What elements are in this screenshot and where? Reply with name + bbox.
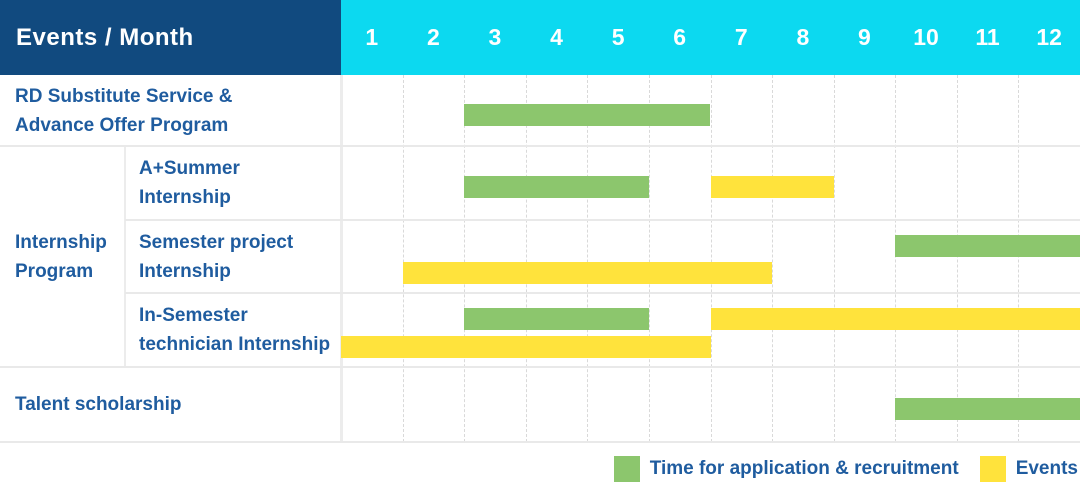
label-line: In-Semester bbox=[139, 305, 248, 326]
bar-events bbox=[341, 336, 711, 358]
group-sublabel-divider bbox=[124, 146, 126, 367]
row-divider bbox=[0, 441, 1080, 443]
legend-item-events: Events bbox=[979, 456, 1078, 482]
label-line: Internship bbox=[139, 187, 231, 208]
bar-events bbox=[710, 176, 834, 198]
month-gridline bbox=[1018, 75, 1020, 442]
row-label-4: Talent scholarship bbox=[0, 367, 341, 442]
month-gridline bbox=[525, 75, 527, 442]
month-label: 5 bbox=[611, 24, 625, 50]
month-gridline bbox=[402, 75, 404, 442]
month-gridline bbox=[772, 75, 774, 442]
row-label-3: In-Semester technician Internship bbox=[125, 293, 341, 367]
bar-recruitment bbox=[895, 398, 1080, 420]
label-chart-divider bbox=[340, 75, 343, 442]
label-line: Semester project bbox=[139, 231, 294, 253]
row-label-2: Semester project Internship bbox=[125, 220, 341, 293]
label-line: Internship bbox=[15, 231, 107, 253]
month-label: 2 bbox=[426, 24, 440, 50]
month-header-row: 1 2 3 4 5 6 7 8 9 10 11 12 bbox=[341, 0, 1080, 75]
label-line: Internship bbox=[139, 260, 231, 282]
bar-recruitment bbox=[895, 235, 1080, 257]
legend-label: Time for application & recruitment bbox=[649, 458, 959, 479]
bar-recruitment bbox=[464, 104, 711, 126]
bar-recruitment bbox=[464, 176, 649, 198]
month-label: 12 bbox=[1036, 24, 1062, 50]
month-gridline bbox=[710, 75, 712, 442]
month-gridline bbox=[587, 75, 589, 442]
row-divider bbox=[0, 145, 1080, 147]
label-line: A+Summer bbox=[139, 158, 240, 179]
label-line: Advance Offer Program bbox=[15, 114, 229, 136]
legend-swatch-events bbox=[979, 456, 1006, 482]
row-divider bbox=[125, 219, 1080, 221]
header-title: Events / Month bbox=[16, 23, 194, 51]
bar-recruitment bbox=[464, 308, 649, 330]
row-label-1: A+Summer Internship bbox=[125, 146, 341, 220]
month-label: 6 bbox=[673, 24, 687, 50]
label-line: Talent scholarship bbox=[15, 394, 182, 415]
month-label: 3 bbox=[488, 24, 502, 50]
month-gridline bbox=[648, 75, 650, 442]
month-gridline bbox=[464, 75, 466, 442]
legend: Time for application & recruitment Events bbox=[613, 456, 1078, 482]
label-line: RD Substitute Service & bbox=[15, 85, 233, 107]
legend-label: Events bbox=[1015, 458, 1078, 479]
month-label: 4 bbox=[550, 24, 563, 50]
month-label: 10 bbox=[913, 24, 939, 50]
label-line: technician Internship bbox=[139, 334, 331, 355]
bar-events bbox=[710, 308, 1080, 330]
month-label: 11 bbox=[975, 24, 1000, 50]
month-gridline bbox=[956, 75, 958, 442]
month-label: 7 bbox=[734, 24, 748, 50]
legend-swatch-recruitment bbox=[613, 456, 640, 482]
row-divider bbox=[0, 366, 1080, 368]
month-label: 1 bbox=[365, 24, 379, 50]
table-header-title-cell: Events / Month bbox=[0, 0, 341, 75]
month-label: 9 bbox=[858, 24, 871, 50]
legend-item-recruitment: Time for application & recruitment bbox=[613, 456, 959, 482]
label-line: Program bbox=[15, 260, 94, 282]
row-divider bbox=[125, 292, 1080, 294]
row-label-0: RD Substitute Service & Advance Offer Pro… bbox=[0, 75, 341, 146]
group-label-internship-program: Internship Program bbox=[0, 146, 125, 367]
month-label: 8 bbox=[796, 24, 810, 50]
month-gridline bbox=[895, 75, 897, 442]
month-gridline bbox=[833, 75, 835, 442]
bar-events bbox=[402, 262, 773, 284]
